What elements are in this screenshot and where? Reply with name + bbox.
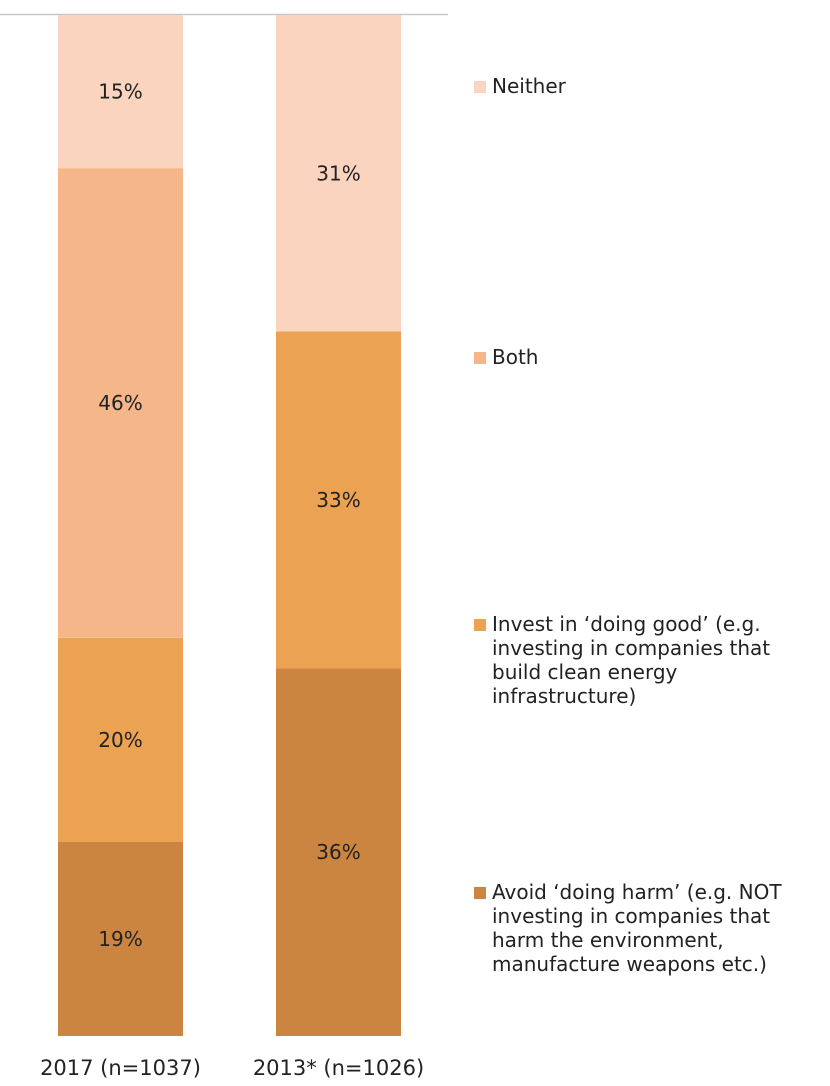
legend-label-doing-harm: Avoid ‘doing harm’ (e.g. NOT investing i… <box>492 880 782 976</box>
legend-swatch-doing-harm <box>474 887 486 899</box>
legend-swatch-neither <box>474 81 486 93</box>
category-labels-group: 2017 (n=1037) 2013* (n=1026) <box>40 1056 424 1080</box>
legend-label-neither: Neither <box>492 74 566 98</box>
value-label-1-1: 33% <box>316 488 360 512</box>
legend-item-neither: Neither <box>474 74 824 98</box>
legend-swatch-both <box>474 352 486 364</box>
legend-label-both: Both <box>492 345 539 369</box>
value-labels-group: 19% 20% 46% 15% 36% 33% 31% <box>98 80 360 951</box>
category-label-1: 2013* (n=1026) <box>253 1056 424 1080</box>
bars-group <box>58 15 401 1036</box>
value-label-1-0: 36% <box>316 840 360 864</box>
legend-item-doing-harm: Avoid ‘doing harm’ (e.g. NOT investing i… <box>474 880 824 976</box>
value-label-0-2: 46% <box>98 391 142 415</box>
bar-segment-1-0 <box>276 668 401 1036</box>
value-label-0-3: 15% <box>98 80 142 104</box>
bar-segment-0-2 <box>58 168 183 638</box>
bar-segment-1-3 <box>276 15 401 332</box>
category-label-0: 2017 (n=1037) <box>40 1056 201 1080</box>
value-label-0-0: 19% <box>98 927 142 951</box>
legend-item-doing-good: Invest in ‘doing good’ (e.g. investing i… <box>474 612 824 708</box>
legend-item-both: Both <box>474 345 824 369</box>
bar-segment-0-1 <box>58 637 183 843</box>
legend-label-doing-good: Invest in ‘doing good’ (e.g. investing i… <box>492 612 771 708</box>
bar-segment-1-1 <box>276 331 401 669</box>
value-label-0-1: 20% <box>98 728 142 752</box>
legend-swatch-doing-good <box>474 619 486 631</box>
value-label-1-3: 31% <box>316 161 360 185</box>
bar-segment-0-0 <box>58 842 183 1036</box>
bar-segment-0-3 <box>58 15 183 169</box>
